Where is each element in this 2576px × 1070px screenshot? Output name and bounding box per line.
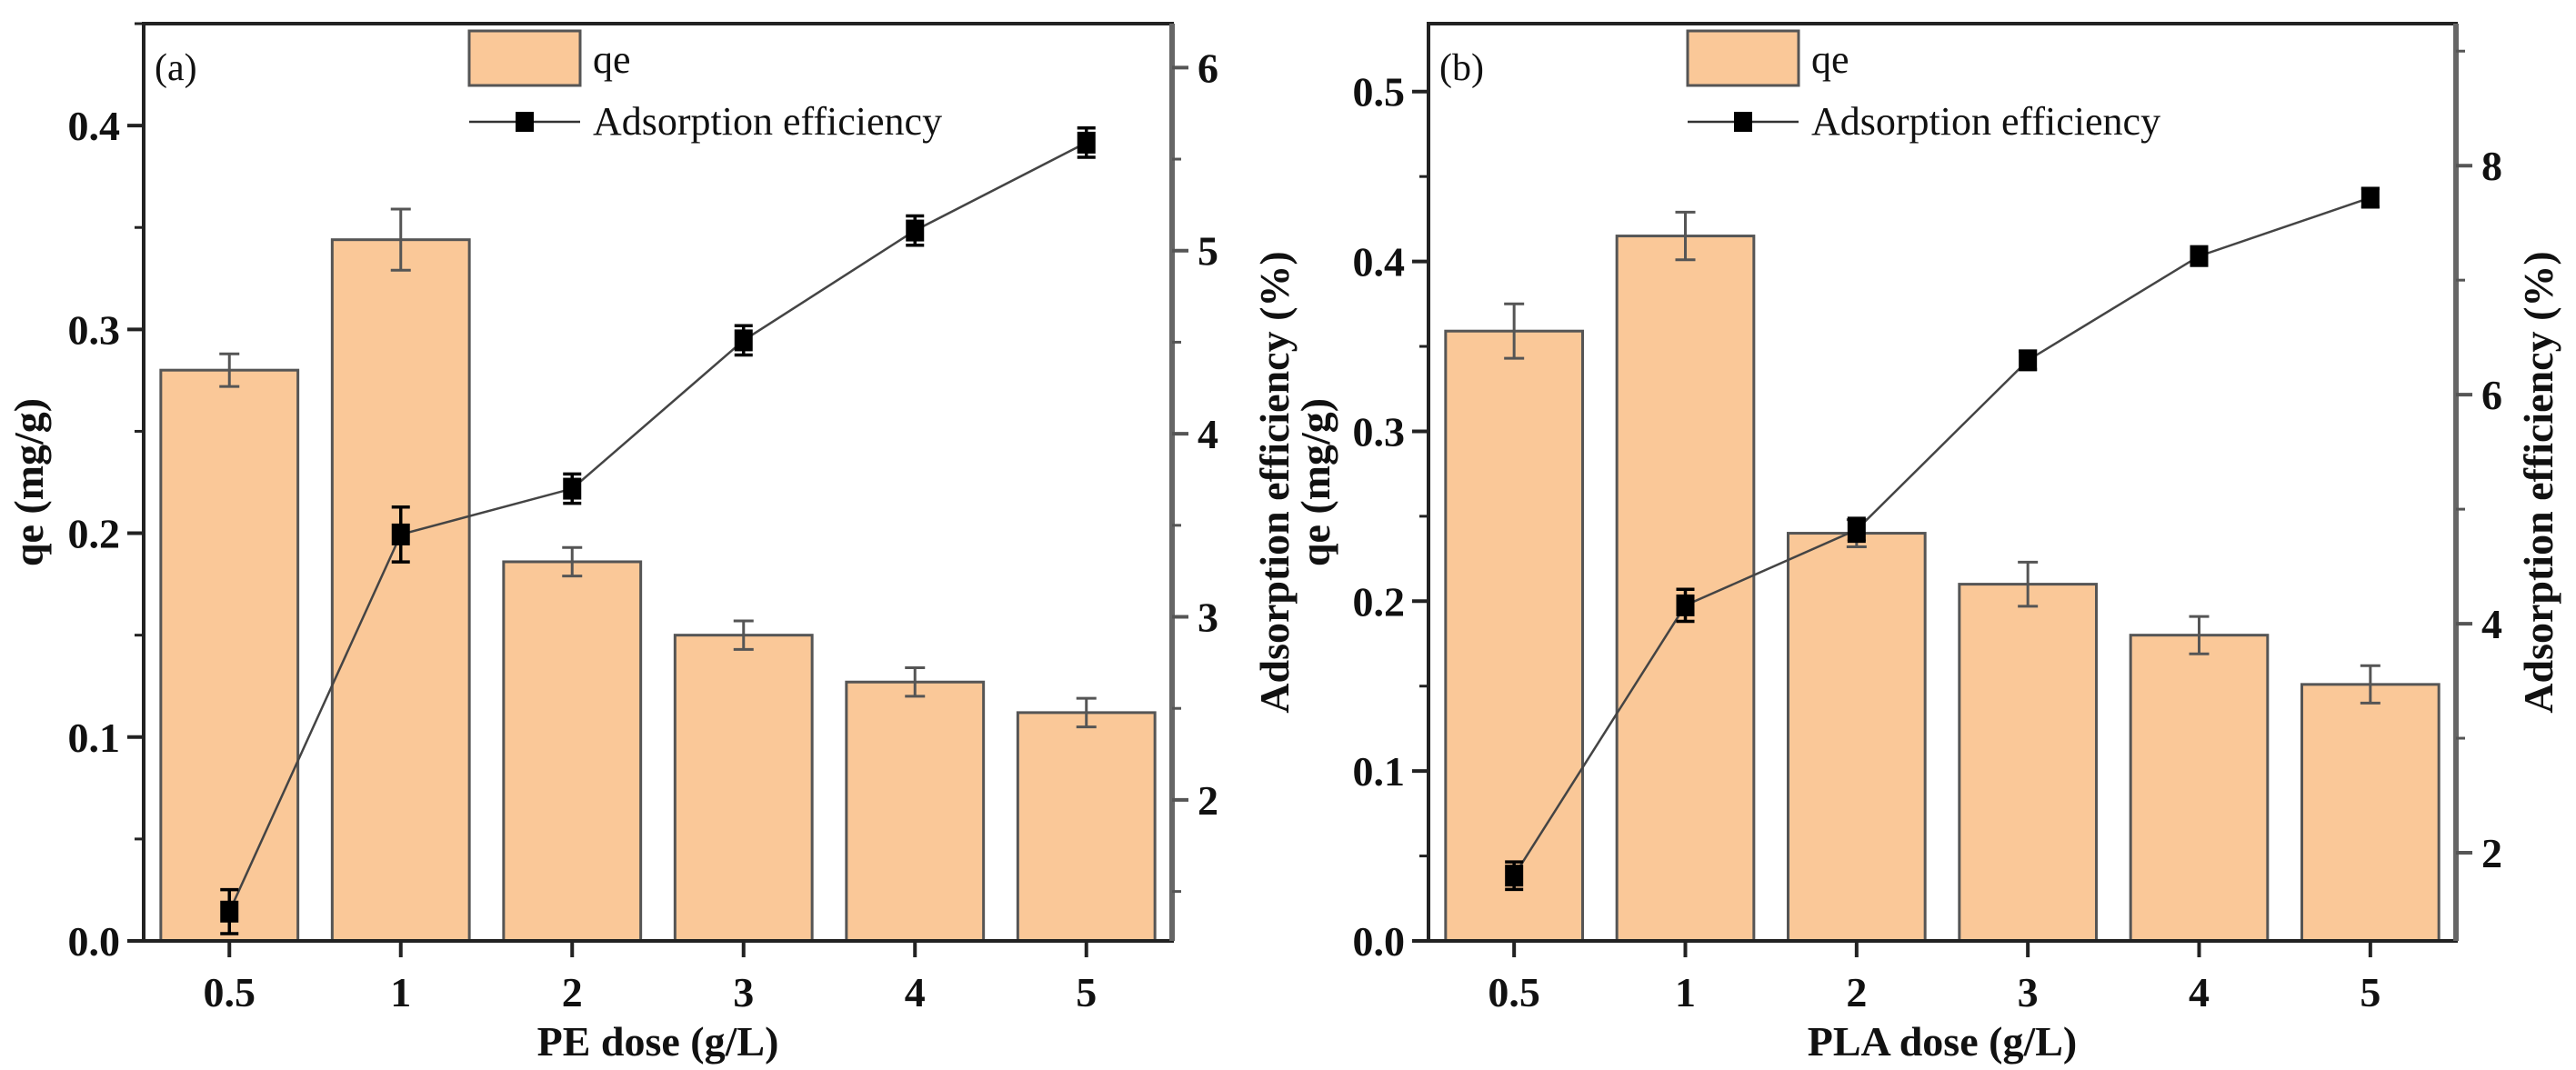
x-tick-label: 2 xyxy=(1846,969,1867,1015)
legend: qe Adsorption efficiency xyxy=(1686,29,2160,144)
marker-efficiency-3 xyxy=(2019,349,2038,372)
marker-efficiency-1 xyxy=(391,523,410,545)
bar-qe-3 xyxy=(673,634,814,943)
marker-efficiency-5 xyxy=(2360,186,2380,209)
y-right-tick-label: 5 xyxy=(1198,228,1218,275)
error-bar-qe-3 xyxy=(2018,560,2039,608)
bar-qe-2 xyxy=(1787,532,1927,943)
x-axis-title: PLA dose (g/L) xyxy=(1808,1018,2077,1065)
legend-label-qe: qe xyxy=(1811,37,1849,82)
marker-efficiency-5 xyxy=(1077,131,1096,154)
y-tick-label: 0.2 xyxy=(68,511,121,557)
bar-qe-2 xyxy=(502,560,643,943)
y-tick-label: 0.5 xyxy=(1353,69,1406,115)
bar-qe-1 xyxy=(330,238,471,943)
marker-efficiency-0.5 xyxy=(1505,865,1524,887)
y-right-tick-label: 6 xyxy=(1198,45,1218,91)
y-tick-label: 0.0 xyxy=(68,918,121,965)
error-bar-qe-1 xyxy=(390,207,411,272)
error-bar-qe-0.5 xyxy=(219,352,240,388)
y-tick-label: 0.1 xyxy=(68,715,121,761)
y-right-tick-label: 4 xyxy=(1198,411,1218,457)
y-right-axis-title: Adsorption efficiency (%) xyxy=(2515,251,2561,713)
x-tick-label: 1 xyxy=(390,969,411,1015)
legend: qe Adsorption efficiency xyxy=(467,29,942,144)
panel-label: (a) xyxy=(155,47,197,89)
error-bar-qe-4 xyxy=(905,666,926,698)
x-tick-label: 3 xyxy=(2018,969,2039,1015)
x-tick-label: 0.5 xyxy=(1488,969,1540,1015)
marker-efficiency-4 xyxy=(2190,245,2209,267)
bar-qe-0.5 xyxy=(159,368,300,943)
x-tick-label: 4 xyxy=(2189,969,2210,1015)
y-axis-title: qe (mg/g) xyxy=(5,398,52,566)
y-tick-label: 0.4 xyxy=(68,103,121,149)
legend-label-qe: qe xyxy=(593,37,631,82)
bar-qe-4 xyxy=(845,680,986,943)
x-tick-label: 1 xyxy=(1675,969,1696,1015)
x-tick-label: 0.5 xyxy=(204,969,256,1015)
error-bar-qe-3 xyxy=(733,619,754,651)
bar-qe-5 xyxy=(1016,711,1157,943)
y-tick-label: 0.2 xyxy=(1353,578,1406,625)
y-tick-label: 0.1 xyxy=(1353,748,1406,795)
error-bar-qe-0.5 xyxy=(1504,302,1525,360)
marker-efficiency-1 xyxy=(1676,594,1695,616)
error-bar-qe-5 xyxy=(1076,696,1097,729)
y-right-tick-label: 3 xyxy=(1198,595,1218,641)
y-right-axis-title: Adsorption efficiency (%) xyxy=(1251,251,1298,713)
line-adsorption-efficiency xyxy=(228,141,1088,913)
marker-efficiency-3 xyxy=(734,329,753,352)
y-axis-title: qe (mg/g) xyxy=(1292,398,1338,566)
x-tick-label: 5 xyxy=(1076,969,1097,1015)
legend-marker-efficiency xyxy=(1734,112,1752,132)
marker-efficiency-2 xyxy=(563,477,582,500)
y-tick-label: 0.0 xyxy=(1353,918,1406,965)
marker-efficiency-2 xyxy=(1847,518,1866,541)
y-right-tick-label: 8 xyxy=(2481,143,2502,189)
bar-qe-4 xyxy=(2129,634,2270,943)
x-axis-title: PE dose (g/L) xyxy=(537,1018,779,1065)
legend-label-efficiency: Adsorption efficiency xyxy=(1811,99,2160,144)
x-tick-label: 2 xyxy=(562,969,583,1015)
bar-qe-5 xyxy=(2300,683,2441,943)
x-tick-label: 5 xyxy=(2360,969,2381,1015)
bar-qe-3 xyxy=(1958,583,2098,943)
x-tick-label: 4 xyxy=(905,969,926,1015)
y-tick-label: 0.3 xyxy=(68,306,121,353)
y-right-tick-label: 2 xyxy=(2481,830,2502,876)
error-bar-qe-2 xyxy=(562,545,583,578)
y-right-tick-label: 2 xyxy=(1198,777,1218,824)
x-tick-label: 3 xyxy=(733,969,754,1015)
legend-swatch-qe xyxy=(1686,29,1800,87)
panel-b: 0.5 1 2 3 4 5 PLA dose (g/L) 0.0 0.1 0.2 0.3 0.4 0.5… xyxy=(1292,22,2561,1065)
error-bar-qe-5 xyxy=(2360,664,2381,705)
y-right-tick-label: 6 xyxy=(2481,372,2502,418)
legend-swatch-qe xyxy=(467,29,582,87)
line-adsorption-efficiency xyxy=(1513,196,2371,876)
legend-label-efficiency: Adsorption efficiency xyxy=(593,99,942,144)
y-tick-label: 0.4 xyxy=(1353,239,1406,285)
marker-efficiency-0.5 xyxy=(220,900,239,923)
y-right-tick-label: 4 xyxy=(2481,601,2502,647)
panel-label: (b) xyxy=(1439,47,1484,89)
error-bar-qe-4 xyxy=(2189,615,2210,655)
legend-marker-efficiency xyxy=(516,112,534,132)
panel-a: 0.5 1 2 3 4 5 PE dose (g/L) 0.0 0.1 0.2 0.3 0.4 qe (… xyxy=(5,22,1298,1065)
error-bar-qe-1 xyxy=(1675,210,1696,262)
y-tick-label: 0.3 xyxy=(1353,408,1406,455)
bar-qe-0.5 xyxy=(1444,329,1585,943)
marker-efficiency-4 xyxy=(906,219,925,242)
